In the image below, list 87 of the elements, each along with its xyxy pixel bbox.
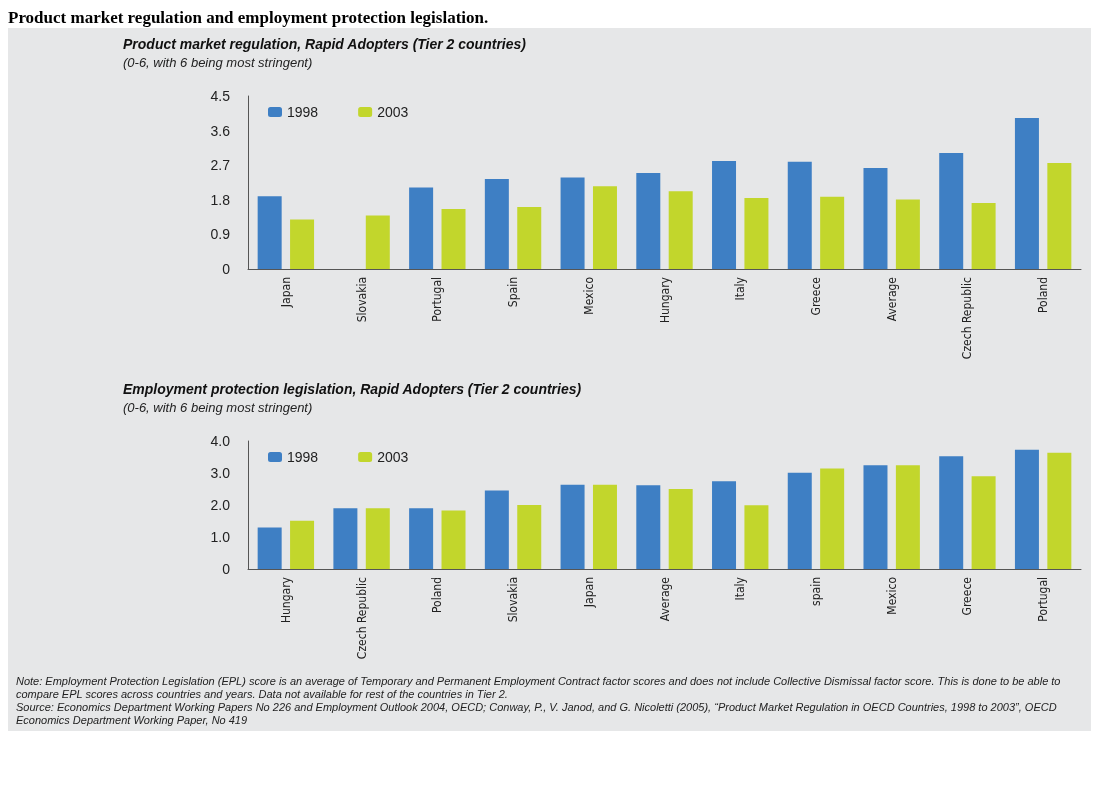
chart-subtitle: (0-6, with 6 being most stringent)	[123, 55, 313, 70]
bar	[290, 520, 315, 569]
legend-label: 2003	[377, 104, 409, 120]
y-tick-label: 3.6	[210, 122, 231, 139]
x-tick-label: Italy	[733, 276, 748, 301]
bar	[787, 161, 812, 269]
x-tick-label: Portugal	[1036, 577, 1051, 622]
bar	[895, 465, 920, 569]
x-tick-label: Mexico	[581, 276, 596, 315]
bar	[820, 468, 845, 569]
bar	[863, 465, 888, 569]
x-tick-label: spain	[808, 577, 823, 606]
bar	[257, 196, 282, 269]
bar	[592, 186, 617, 269]
chart-title: Employment protection legislation, Rapid Adopters (Tier 2 countries)	[123, 381, 582, 397]
x-tick-label: Italy	[733, 576, 748, 601]
x-tick-label: Slovakia	[506, 577, 521, 623]
x-tick-label: Greece	[808, 276, 823, 316]
bar	[441, 209, 466, 269]
bar	[636, 172, 661, 269]
bar	[1047, 452, 1072, 569]
bar	[290, 219, 315, 269]
x-tick-label: Greece	[960, 576, 975, 616]
x-tick-label: Hungary	[278, 576, 293, 624]
bar	[668, 489, 693, 569]
x-tick-label: Average	[884, 276, 899, 322]
bar	[484, 490, 509, 569]
bar	[1014, 117, 1039, 269]
bar	[712, 481, 737, 569]
x-tick-label: Japan	[581, 577, 596, 609]
bar	[365, 215, 390, 269]
bar	[333, 508, 358, 569]
x-tick-label: Poland	[430, 577, 445, 613]
x-tick-label: Average	[657, 576, 672, 622]
y-tick-label: 0	[222, 561, 231, 577]
bar	[744, 197, 769, 269]
y-tick-label: 2.7	[210, 157, 231, 174]
x-tick-label: Portugal	[430, 277, 445, 322]
bar	[257, 527, 282, 569]
y-tick-label: 3.0	[210, 465, 231, 481]
y-tick-label: 0	[222, 261, 231, 277]
bar	[939, 456, 964, 569]
bar	[895, 199, 920, 269]
bar	[939, 152, 964, 269]
bar	[365, 508, 390, 569]
bar	[863, 167, 888, 269]
x-tick-label: Hungary	[657, 276, 672, 324]
source-note: Source: Economics Department Working Papers No 226 and Employment Outlook 2004, OECD; Conway, P., V. Janod, and G. Nicoletti (2005), “Product Market Regulation in OECD Countries, 1998 to 2003”, OECD Economics Department Working Paper, No 419	[16, 701, 1058, 727]
y-tick-label: 1.8	[210, 191, 231, 208]
bar	[971, 202, 996, 269]
bar	[409, 187, 434, 269]
y-tick-label: 0.9	[210, 226, 231, 243]
bar	[441, 510, 466, 569]
chart-subtitle: (0-6, with 6 being most stringent)	[123, 400, 313, 415]
bar	[1047, 162, 1072, 269]
bar	[517, 207, 542, 269]
bar	[820, 196, 845, 269]
bar	[636, 485, 661, 569]
legend-label: 1998	[287, 449, 319, 465]
bar	[744, 505, 769, 569]
bar	[409, 508, 434, 569]
bar	[484, 179, 509, 269]
legend-label: 1998	[287, 104, 319, 120]
x-tick-label: Czech Republic	[354, 576, 369, 660]
y-tick-label: 2.0	[210, 497, 231, 513]
x-tick-label: Japan	[278, 277, 293, 309]
bar	[712, 160, 737, 269]
x-tick-label: Czech Republic	[960, 276, 975, 360]
legend-label: 2003	[377, 449, 409, 465]
bar	[517, 505, 542, 569]
bar	[560, 484, 585, 569]
x-tick-label: Mexico	[884, 576, 899, 615]
y-tick-label: 4.5	[210, 88, 231, 104]
x-tick-label: Poland	[1036, 277, 1051, 313]
bar	[787, 472, 812, 569]
bar	[668, 191, 693, 269]
y-tick-label: 4.0	[210, 433, 231, 449]
y-tick-label: 1.0	[210, 529, 231, 545]
bar	[560, 177, 585, 269]
x-tick-label: Slovakia	[354, 277, 369, 323]
bar	[971, 476, 996, 569]
bar	[592, 484, 617, 569]
text: Note: Employment Protection Legislation (EPL) score is an average of Temporary and Permanent Employment Contract factor scores and does not include Collective Dismissal factor score. This is done to be able to compare EPL scores across countries and years. Data not available for rest of the countries in Tier 2.	[16, 675, 1062, 701]
chart-title: Product market regulation, Rapid Adopters (Tier 2 countries)	[123, 36, 527, 52]
text: Product market regulation and employment protection legislation.	[8, 8, 490, 28]
x-tick-label: Spain	[506, 277, 521, 308]
bar	[1014, 449, 1039, 569]
